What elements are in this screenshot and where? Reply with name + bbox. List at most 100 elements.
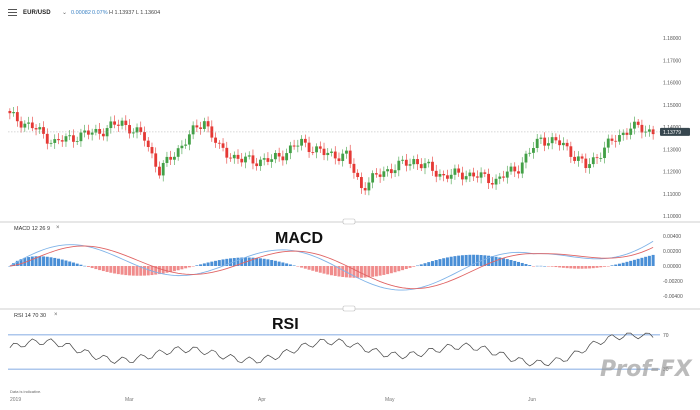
macd-histogram-bar xyxy=(90,266,94,269)
candle-body xyxy=(468,172,472,177)
candle-body xyxy=(45,133,49,144)
candle-body xyxy=(288,145,292,154)
candle-body xyxy=(101,133,105,137)
macd-histogram-bar xyxy=(483,255,487,266)
macd-histogram-bar xyxy=(12,263,16,266)
candle-body xyxy=(83,130,87,133)
candle-body xyxy=(292,145,296,147)
macd-histogram-bar xyxy=(113,266,117,274)
candle-body xyxy=(315,146,318,153)
price-axis-tick: 1.10000 xyxy=(663,214,681,220)
macd-histogram-bar xyxy=(146,266,150,276)
macd-histogram-bar xyxy=(599,266,603,268)
macd-close-icon[interactable]: × xyxy=(56,225,60,231)
price-axis-tick: 1.16000 xyxy=(663,81,681,87)
candle-body xyxy=(479,172,483,178)
macd-histogram-bar xyxy=(584,266,588,269)
macd-axis-tick: 0.00000 xyxy=(663,264,681,270)
candle-body xyxy=(356,172,360,178)
candle-body xyxy=(550,137,554,144)
candle-body xyxy=(173,156,176,160)
macd-histogram-bar xyxy=(509,260,513,266)
macd-histogram-bar xyxy=(404,266,408,270)
macd-histogram-bar xyxy=(214,260,218,266)
candle-body xyxy=(217,142,221,144)
symbol-label[interactable]: EUR/USD xyxy=(23,10,51,16)
macd-histogram-bar xyxy=(202,263,206,266)
macd-histogram-bar xyxy=(374,266,378,277)
macd-histogram-bar xyxy=(240,257,244,266)
candle-body xyxy=(255,163,259,167)
macd-histogram-bar xyxy=(307,266,311,270)
candle-body xyxy=(378,174,382,177)
candle-body xyxy=(408,164,412,166)
macd-histogram-bar xyxy=(531,266,535,267)
macd-histogram-bar xyxy=(75,263,79,266)
candle-body xyxy=(382,171,386,177)
macd-histogram-bar xyxy=(617,263,621,266)
macd-histogram-bar xyxy=(255,257,259,266)
macd-histogram-bar xyxy=(558,266,562,268)
candle-body xyxy=(281,156,285,161)
macd-line xyxy=(9,240,654,291)
candle-body xyxy=(333,151,337,159)
macd-histogram-bar xyxy=(165,266,169,273)
candle-body xyxy=(442,173,446,176)
candle-body xyxy=(565,142,569,147)
candle-body xyxy=(19,121,23,128)
macd-histogram-bar xyxy=(524,264,528,266)
candle-body xyxy=(34,128,38,130)
macd-histogram-bar xyxy=(318,266,322,273)
chevron-down-icon[interactable]: ⌄ xyxy=(62,10,68,16)
macd-histogram-bar xyxy=(438,259,442,266)
candle-body xyxy=(401,159,404,161)
candle-body xyxy=(109,121,113,129)
candle-body xyxy=(94,128,98,133)
candle-body xyxy=(72,135,75,142)
macd-histogram-bar xyxy=(603,266,607,267)
candle-body xyxy=(273,152,277,160)
macd-histogram-bar xyxy=(56,258,60,266)
candle-body xyxy=(640,124,644,133)
candle-body xyxy=(629,128,633,135)
candle-body xyxy=(180,145,184,149)
candle-body xyxy=(113,121,117,125)
watermark-logo: Prof-FX xyxy=(600,357,692,382)
candle-body xyxy=(195,125,199,128)
macd-histogram-bar xyxy=(430,261,434,266)
macd-histogram-bar xyxy=(247,257,251,266)
candle-body xyxy=(277,152,281,157)
candle-body xyxy=(68,135,72,137)
macd-signal-line xyxy=(9,245,654,290)
candle-body xyxy=(229,157,232,159)
candle-body xyxy=(633,121,636,129)
macd-histogram-bar xyxy=(457,255,461,266)
macd-histogram-bar xyxy=(475,254,479,266)
macd-histogram-bar xyxy=(176,266,180,271)
macd-histogram-bar xyxy=(83,265,87,267)
macd-histogram-bar xyxy=(217,260,221,266)
candle-body xyxy=(483,172,487,174)
candle-body xyxy=(348,150,352,164)
macd-histogram-bar xyxy=(281,262,285,266)
candle-body xyxy=(558,140,562,146)
price-axis-tick: 1.12000 xyxy=(663,170,681,176)
macd-histogram-bar xyxy=(505,259,509,266)
candle-body xyxy=(618,135,621,142)
macd-histogram-bar xyxy=(150,266,154,276)
candle-body xyxy=(12,112,16,114)
candle-body xyxy=(532,148,535,153)
macd-histogram-bar xyxy=(251,257,255,266)
candle-body xyxy=(27,122,30,124)
macd-histogram-bar xyxy=(229,258,233,266)
candle-body xyxy=(98,128,102,134)
hamburger-menu-icon[interactable] xyxy=(8,9,17,17)
macd-histogram-bar xyxy=(352,266,356,278)
macd-histogram-bar xyxy=(135,266,139,276)
candle-body xyxy=(330,151,333,153)
macd-histogram-bar xyxy=(187,266,191,268)
rsi-close-icon[interactable]: × xyxy=(54,312,58,318)
price-change-percent: 0.07% xyxy=(92,10,108,16)
macd-histogram-bar xyxy=(565,266,569,269)
